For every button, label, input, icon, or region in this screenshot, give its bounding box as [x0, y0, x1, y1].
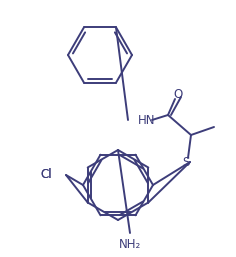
Text: HN: HN	[138, 114, 156, 126]
Text: NH₂: NH₂	[119, 238, 141, 251]
Text: Cl: Cl	[40, 169, 52, 181]
Text: Cl: Cl	[40, 169, 52, 181]
Text: O: O	[173, 87, 183, 100]
Text: S: S	[182, 155, 190, 169]
